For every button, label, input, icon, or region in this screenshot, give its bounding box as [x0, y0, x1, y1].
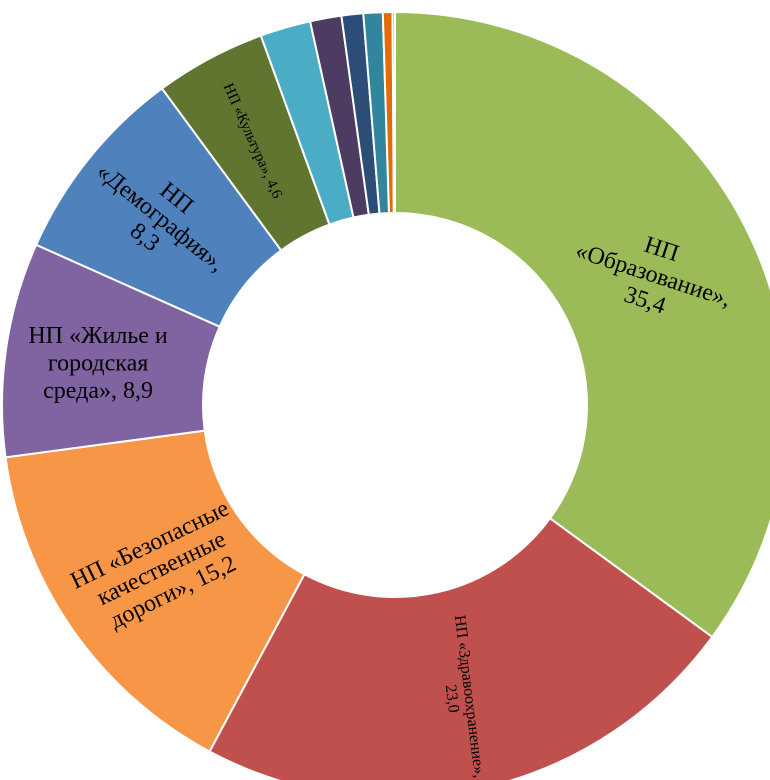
slice-label-line: городская — [48, 351, 148, 377]
donut-slice-11 — [391, 10, 396, 215]
donut-slice-0 — [394, 10, 770, 639]
slices-layer — [1, 10, 770, 780]
slice-label-line: среда», 8,9 — [43, 378, 153, 404]
slice-label-line: НП «Жилье и — [28, 323, 168, 349]
donut-slice-1 — [208, 516, 714, 780]
donut-slice-2 — [4, 429, 306, 753]
slice-label-3: НП «Жилье и городская среда», 8,9 — [28, 323, 168, 404]
slice-label-line: 23,0 — [442, 684, 462, 714]
